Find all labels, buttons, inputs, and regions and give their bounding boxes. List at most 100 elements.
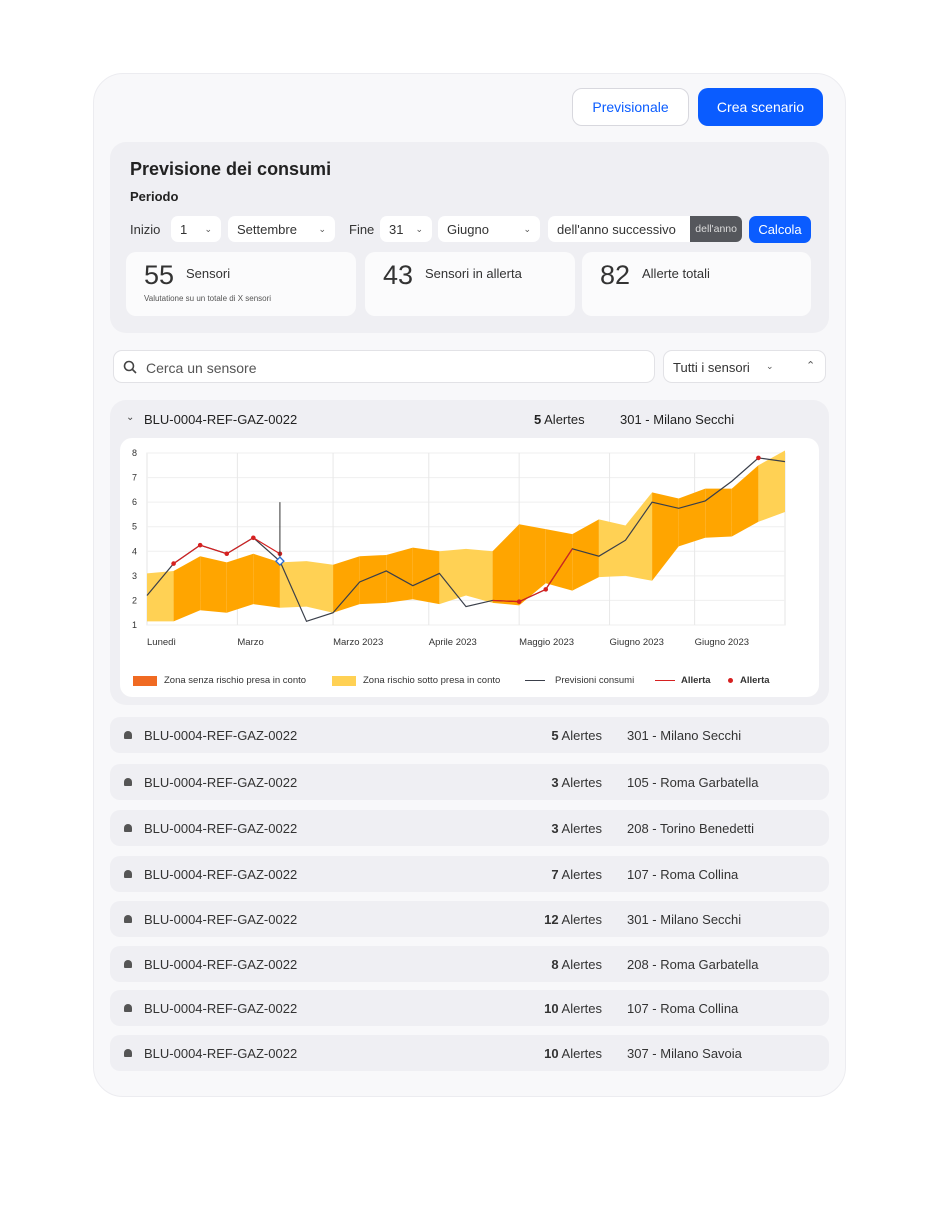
alert-word: Alertes [561,957,602,972]
risk-zone-band [758,450,785,522]
alert-count-group: 10 Alertes [544,1001,602,1016]
start-day-value: 1 [180,221,188,237]
alert-point [251,535,256,541]
start-month-select[interactable]: Settembre ⌄ [228,216,335,242]
bell-icon [124,731,132,739]
risk-zone-band [279,561,307,608]
risk-zone-band [306,561,334,613]
forecast-chart: 1 2 3 4 5 6 7 8 Lunedì Marzo Marzo 2023 Aprile 2023… [132,448,786,648]
sensor-location: 301 - Milano Secchi [627,912,742,927]
create-scenario-button[interactable]: Crea scenario [698,88,823,126]
sensor-location: 301 - Milano Secchi [627,728,742,743]
filter-value: Tutti i sensori [673,360,750,375]
safe-zone-band [173,556,201,622]
stat-label: Sensori in allerta [425,266,522,281]
y-tick-label: 1 [132,620,137,630]
alert-word: Alertes [544,412,585,427]
collapse-chevron-icon[interactable]: ⌄ [126,412,135,423]
risk-zone-band [625,492,653,581]
sensor-row[interactable]: BLU-0004-REF-GAZ-0022 3 Alertes 208 - To… [110,810,829,846]
forecast-panel: Previsione dei consumi Periodo Inizio 1 ⌄… [110,142,829,333]
sensor-row[interactable]: BLU-0004-REF-GAZ-0022 8 Alertes 208 - Ro… [110,946,829,982]
stat-label: Sensori [186,266,231,281]
sensor-row[interactable]: BLU-0004-REF-GAZ-0022 10 Alertes 107 - R… [110,990,829,1026]
chart-card: 1 2 3 4 5 6 7 8 Lunedì Marzo Marzo 2023 Aprile 2023… [120,438,819,697]
chevron-up-icon[interactable]: ⌃ [806,360,816,372]
x-tick-label: Marzo [237,637,263,648]
alert-count-group: 5 Alertes [551,728,602,743]
x-tick-label: Marzo 2023 [333,637,383,648]
alert-count: 5 [551,728,559,743]
sensor-id: BLU-0004-REF-GAZ-0022 [144,1001,298,1016]
year-select[interactable]: dell'anno successivo dell'anno [548,216,742,242]
forecast-button[interactable]: Previsionale [572,88,689,126]
sensor-location: 301 - Milano Secchi [620,412,735,427]
safe-zone-band [652,492,679,581]
chevron-down-icon: ⌄ [766,361,774,371]
end-day-select[interactable]: 31 ⌄ [380,216,432,242]
legend-item-alert-line: Allerta [655,675,711,686]
sensor-location: 307 - Milano Savoia [627,1046,742,1061]
y-tick-label: 3 [132,571,137,581]
chevron-down-icon: ⌄ [523,223,531,234]
safe-zone-band [519,524,546,606]
safe-zone-band [226,553,254,613]
alert-point [516,599,522,604]
stat-note: Valutatione su un totale di X sensori [144,294,272,303]
sensor-id: BLU-0004-REF-GAZ-0022 [144,728,298,743]
alert-count-group: 3 Alertes [551,775,602,790]
sensor-row[interactable]: BLU-0004-REF-GAZ-0022 7 Alertes 107 - Ro… [110,856,829,892]
alert-count-group: 10 Alertes [544,1046,602,1061]
sensor-id: BLU-0004-REF-GAZ-0022 [144,957,298,972]
sensor-id[interactable]: BLU-0004-REF-GAZ-0022 [144,412,298,427]
bell-icon [124,1004,132,1012]
safe-zone-band [359,554,387,605]
stat-value: 82 [600,260,631,290]
alert-word: Alertes [561,1001,602,1016]
risk-zone-band [466,548,493,603]
stat-value: 43 [383,260,414,290]
sensor-id: BLU-0004-REF-GAZ-0022 [144,775,298,790]
sensor-row[interactable]: BLU-0004-REF-GAZ-0022 12 Alertes 301 - M… [110,901,829,937]
year-tag: dell'anno [690,216,742,242]
alert-word: Alertes [561,912,602,927]
sensor-location: 105 - Roma Garbatella [627,775,759,790]
y-tick-label: 2 [132,595,137,605]
alert-point [756,455,761,461]
search-input[interactable]: Cerca un sensore [113,350,655,383]
panel-title: Previsione dei consumi [130,159,332,179]
alert-word: Alertes [561,775,602,790]
safe-zone-band [705,488,732,538]
sensor-id: BLU-0004-REF-GAZ-0022 [144,912,298,927]
safe-zone-band [492,524,520,606]
stat-value: 55 [144,260,175,290]
chevron-down-icon: ⌄ [204,223,212,234]
y-tick-label: 4 [132,546,137,556]
x-tick-label: Aprile 2023 [429,637,477,648]
risk-zone-band [439,548,466,605]
safe-zone-band [545,529,573,591]
sensor-row[interactable]: BLU-0004-REF-GAZ-0022 10 Alertes 307 - M… [110,1035,829,1071]
start-month-value: Settembre [237,221,297,237]
period-label: Periodo [130,189,179,204]
calculate-button[interactable]: Calcola [749,216,811,243]
start-day-select[interactable]: 1 ⌄ [171,216,221,242]
alert-count-group: 12 Alertes [544,912,602,927]
sensor-location: 208 - Torino Benedetti [627,821,754,836]
stat-card-alert-sensors: 43 Sensori in allerta [365,252,575,316]
end-month-value: Giugno [447,221,489,237]
alert-point [543,587,549,592]
safe-zone-band [412,547,440,605]
alert-count: 10 [544,1046,559,1061]
safe-zone-band [678,488,706,547]
alert-word: Alertes [561,728,602,743]
alert-count: 10 [544,1001,559,1016]
end-month-select[interactable]: Giugno ⌄ [438,216,540,242]
x-tick-label: Giugno 2023 [695,637,749,648]
alert-word: Alertes [561,1046,602,1061]
sensor-row[interactable]: BLU-0004-REF-GAZ-0022 5 Alertes 301 - Mi… [110,717,829,753]
stat-card-sensors: 55 Sensori Valutatione su un totale di X… [126,252,356,316]
sensor-row[interactable]: BLU-0004-REF-GAZ-0022 3 Alertes 105 - Ro… [110,764,829,800]
sensor-filter-select[interactable]: Tutti i sensori ⌄ ⌃ [663,350,826,383]
y-tick-label: 5 [132,522,137,532]
